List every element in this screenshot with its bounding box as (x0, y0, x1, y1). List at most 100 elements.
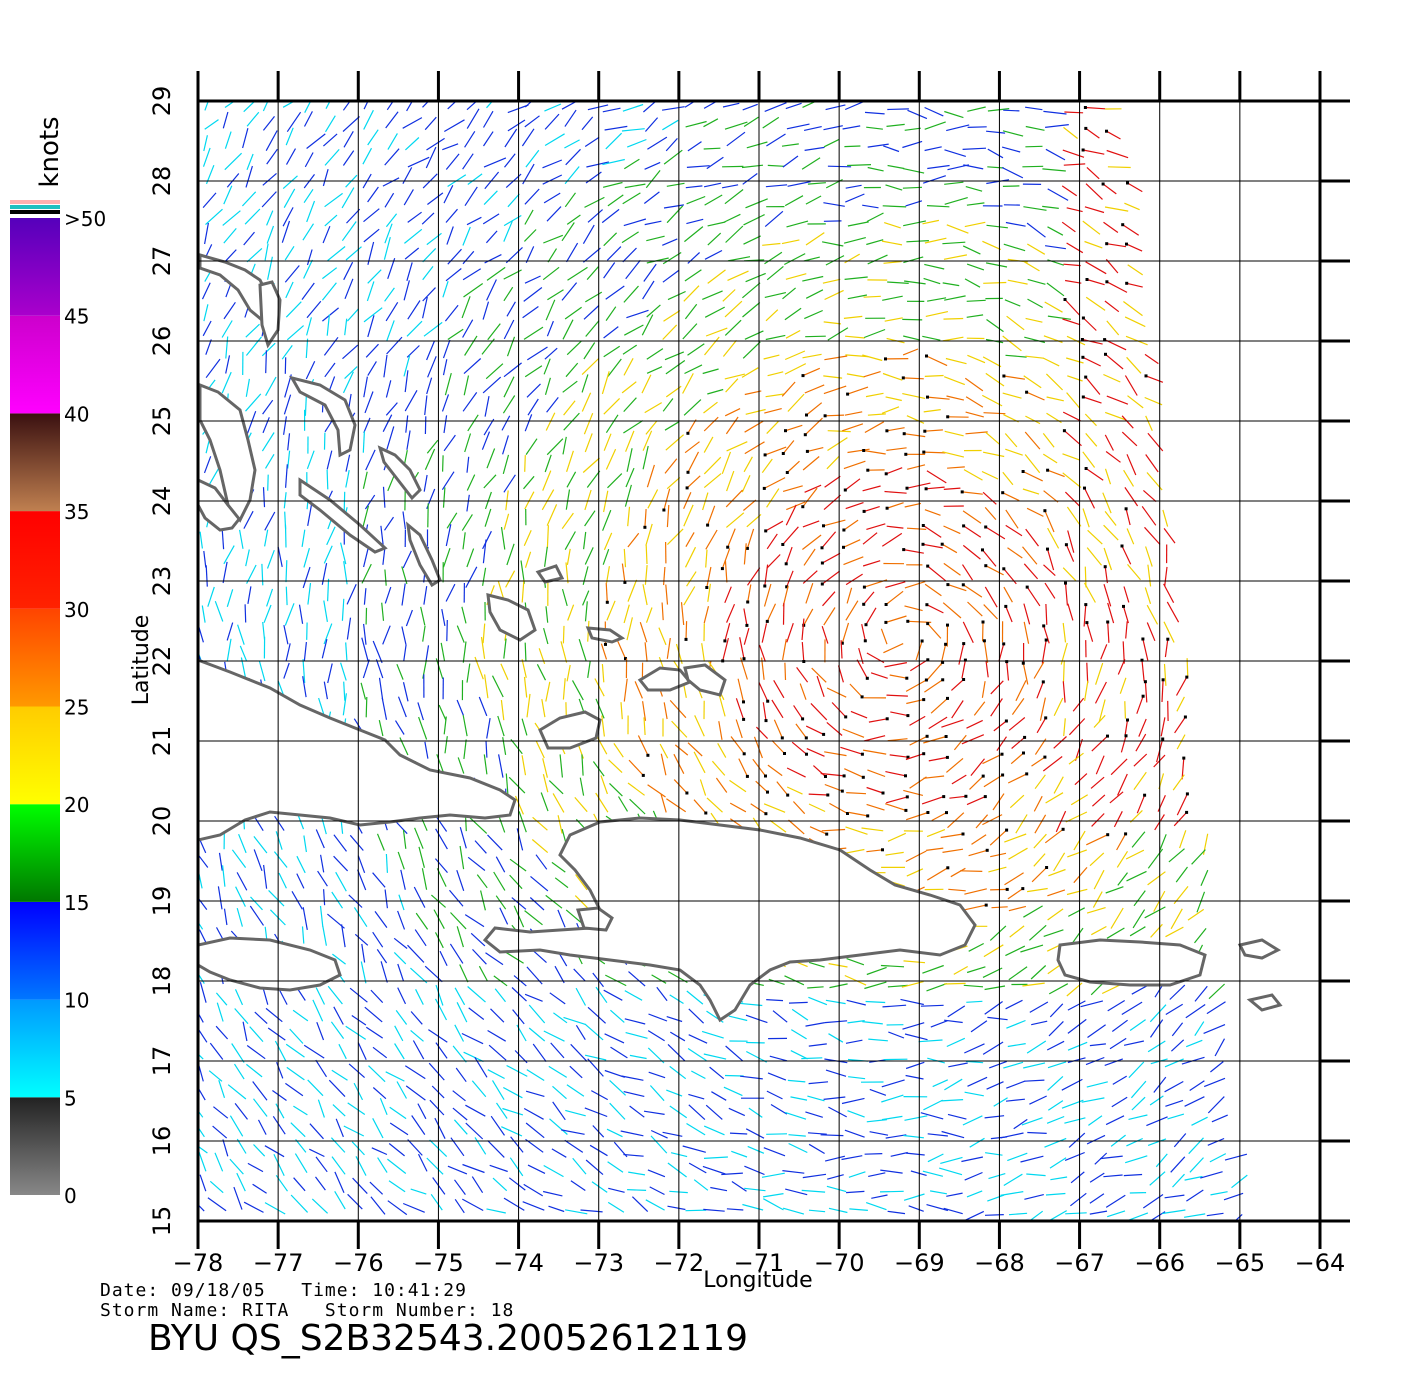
rain-flag (842, 774, 846, 778)
wind-vector (406, 430, 411, 450)
wind-vector (707, 232, 722, 246)
wind-vector (623, 1091, 645, 1097)
wind-vector (561, 1129, 585, 1135)
wind-vector (769, 820, 787, 833)
wind-vector (583, 247, 601, 263)
rain-flag (1106, 620, 1110, 624)
wind-vector (393, 951, 407, 965)
wind-vector (521, 718, 528, 736)
wind-vector (1085, 296, 1106, 311)
wind-vector (684, 303, 698, 320)
wind-vector (1170, 908, 1183, 930)
rain-flag (763, 453, 767, 457)
wind-vector (848, 811, 868, 817)
wind-vector (1061, 185, 1078, 197)
rain-flag (1081, 148, 1085, 152)
wind-vector (1104, 1058, 1124, 1066)
wind-vector (687, 252, 701, 264)
wind-vector (1122, 606, 1129, 624)
wind-vector (585, 320, 600, 337)
wind-vector (424, 395, 428, 416)
wind-vector (324, 115, 336, 133)
wind-vector (725, 489, 743, 508)
wind-vector (394, 1025, 404, 1042)
wind-vector (435, 658, 444, 679)
wind-vector (485, 952, 504, 966)
wind-vector (1126, 870, 1147, 882)
rain-flag (801, 717, 805, 721)
rain-flag (1144, 374, 1148, 378)
wind-vector (403, 189, 414, 206)
wind-vector (378, 677, 384, 701)
wind-vector (745, 198, 768, 209)
wind-vector (706, 566, 712, 588)
rain-flag (906, 619, 910, 623)
wind-vector (476, 874, 488, 889)
wind-vector (691, 1070, 706, 1080)
wind-vector (946, 224, 969, 234)
wind-vector (478, 696, 488, 717)
wind-vector (762, 116, 780, 129)
wind-vector (1082, 338, 1103, 345)
y-tick-label: 15 (148, 1206, 176, 1237)
wind-vector (1146, 604, 1159, 625)
wind-vector (924, 263, 945, 270)
rain-flag (1005, 887, 1009, 891)
rain-flag (745, 623, 749, 627)
wind-vector (366, 281, 375, 302)
wind-vector (505, 773, 509, 795)
wind-vector (796, 667, 809, 683)
rain-flag (984, 564, 988, 568)
wind-vector (410, 1029, 424, 1042)
wind-vector (744, 420, 764, 433)
wind-vector (455, 1067, 467, 1083)
wind-vector (603, 232, 618, 247)
rain-flag (920, 639, 924, 643)
wind-vector (486, 279, 497, 301)
wind-vector (404, 247, 420, 260)
wind-vector (1047, 188, 1069, 201)
rain-flag (1001, 491, 1005, 495)
wind-vector (881, 240, 903, 246)
wind-vector (1067, 603, 1074, 621)
wind-vector (963, 984, 984, 988)
wind-vector (382, 548, 386, 565)
wind-vector (726, 603, 736, 623)
wind-vector (581, 374, 589, 393)
wind-vector (452, 1090, 466, 1102)
wind-vector (407, 211, 422, 223)
wind-vector (585, 1159, 604, 1176)
wind-vector (385, 853, 388, 873)
wind-vector (1002, 471, 1014, 486)
wind-vector (1026, 391, 1045, 401)
wind-vector (926, 604, 944, 614)
wind-vector (622, 247, 637, 263)
wind-vector (772, 1010, 788, 1023)
wind-vector (646, 464, 655, 488)
wind-vector (885, 467, 903, 475)
wind-vector (647, 1169, 666, 1178)
wind-vector (1063, 718, 1066, 737)
wind-vector (764, 251, 783, 265)
wind-vector (524, 491, 535, 510)
wind-vector (462, 1198, 484, 1212)
wind-vector (384, 516, 394, 531)
wind-vector (621, 1075, 644, 1081)
wind-vector (323, 623, 333, 645)
wind-vector (510, 739, 523, 755)
wind-vector (496, 1102, 508, 1119)
rain-flag (1025, 585, 1029, 589)
wind-vector (753, 736, 763, 759)
wind-vector (1165, 1099, 1184, 1107)
wind-vector (1095, 662, 1104, 685)
wind-vector (947, 812, 965, 829)
rain-flag (1183, 715, 1187, 719)
wind-vector (1084, 566, 1087, 588)
wind-vector (1023, 563, 1039, 580)
wind-vector (345, 642, 348, 661)
wind-vector (988, 1173, 1006, 1180)
wind-vector (623, 420, 644, 434)
wind-vector (718, 693, 726, 717)
wind-vector (982, 814, 1003, 826)
wind-vector (1066, 888, 1088, 896)
